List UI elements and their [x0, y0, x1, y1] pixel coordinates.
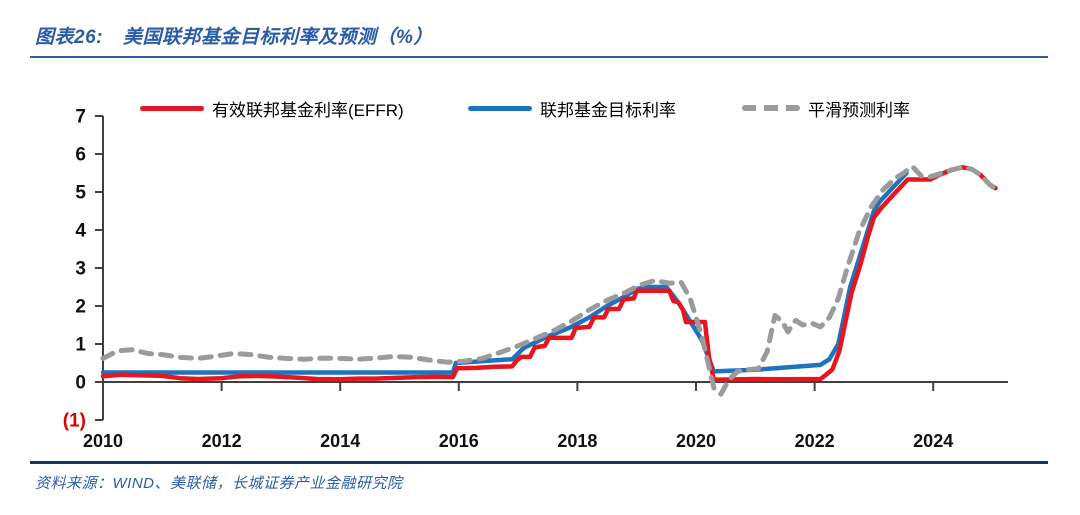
y-tick-label: 4 — [75, 221, 86, 242]
x-tick-label: 2014 — [320, 431, 360, 451]
y-tick-label: 0 — [75, 373, 86, 394]
y-tick-label: 2 — [75, 297, 86, 318]
legend-label: 联邦基金目标利率 — [540, 100, 676, 120]
gray-dashed-swatch-icon — [742, 105, 800, 111]
legend-item-effr: 有效联邦基金利率(EFFR) — [140, 96, 404, 120]
x-tick-label: 2016 — [439, 431, 479, 451]
legend-item-forecast: 平滑预测利率 — [742, 96, 910, 120]
y-tick-label: 6 — [75, 145, 86, 166]
legend-item-target-rate: 联邦基金目标利率 — [468, 96, 676, 120]
blue-line-swatch-icon — [468, 105, 532, 111]
series-gray-line — [100, 164, 998, 397]
series-blue-line — [100, 170, 909, 375]
series-red-line — [100, 165, 998, 382]
title-divider — [30, 56, 1048, 58]
figure-title-text: 美国联邦基金目标利率及预测（%） — [122, 27, 433, 48]
figure-title: 图表26: 美国联邦基金目标利率及预测（%） — [35, 22, 433, 49]
x-tick-label: 2018 — [557, 431, 597, 451]
y-tick-label: 3 — [75, 259, 86, 280]
x-tick-label: 2020 — [676, 431, 716, 451]
y-tick-label: 1 — [75, 335, 86, 356]
x-tick-label: 2010 — [83, 431, 123, 451]
x-tick-label: 2024 — [913, 431, 953, 451]
legend-label: 平滑预测利率 — [808, 100, 910, 120]
legend-label: 有效联邦基金利率(EFFR) — [212, 100, 404, 120]
figure-number-label: 图表26: — [35, 27, 103, 48]
footer-divider — [30, 461, 1048, 464]
data-source-note: 资料来源：WIND、美联储，长城证券产业金融研究院 — [35, 475, 403, 492]
x-tick-label: 2022 — [795, 431, 835, 451]
y-tick-label: 5 — [75, 183, 86, 204]
y-tick-label: 7 — [75, 107, 86, 128]
y-tick-label: (1) — [63, 411, 86, 432]
red-line-swatch-icon — [140, 105, 204, 111]
chart-legend: 有效联邦基金利率(EFFR) 联邦基金目标利率 平滑预测利率 — [0, 96, 1080, 120]
x-tick-label: 2012 — [202, 431, 242, 451]
